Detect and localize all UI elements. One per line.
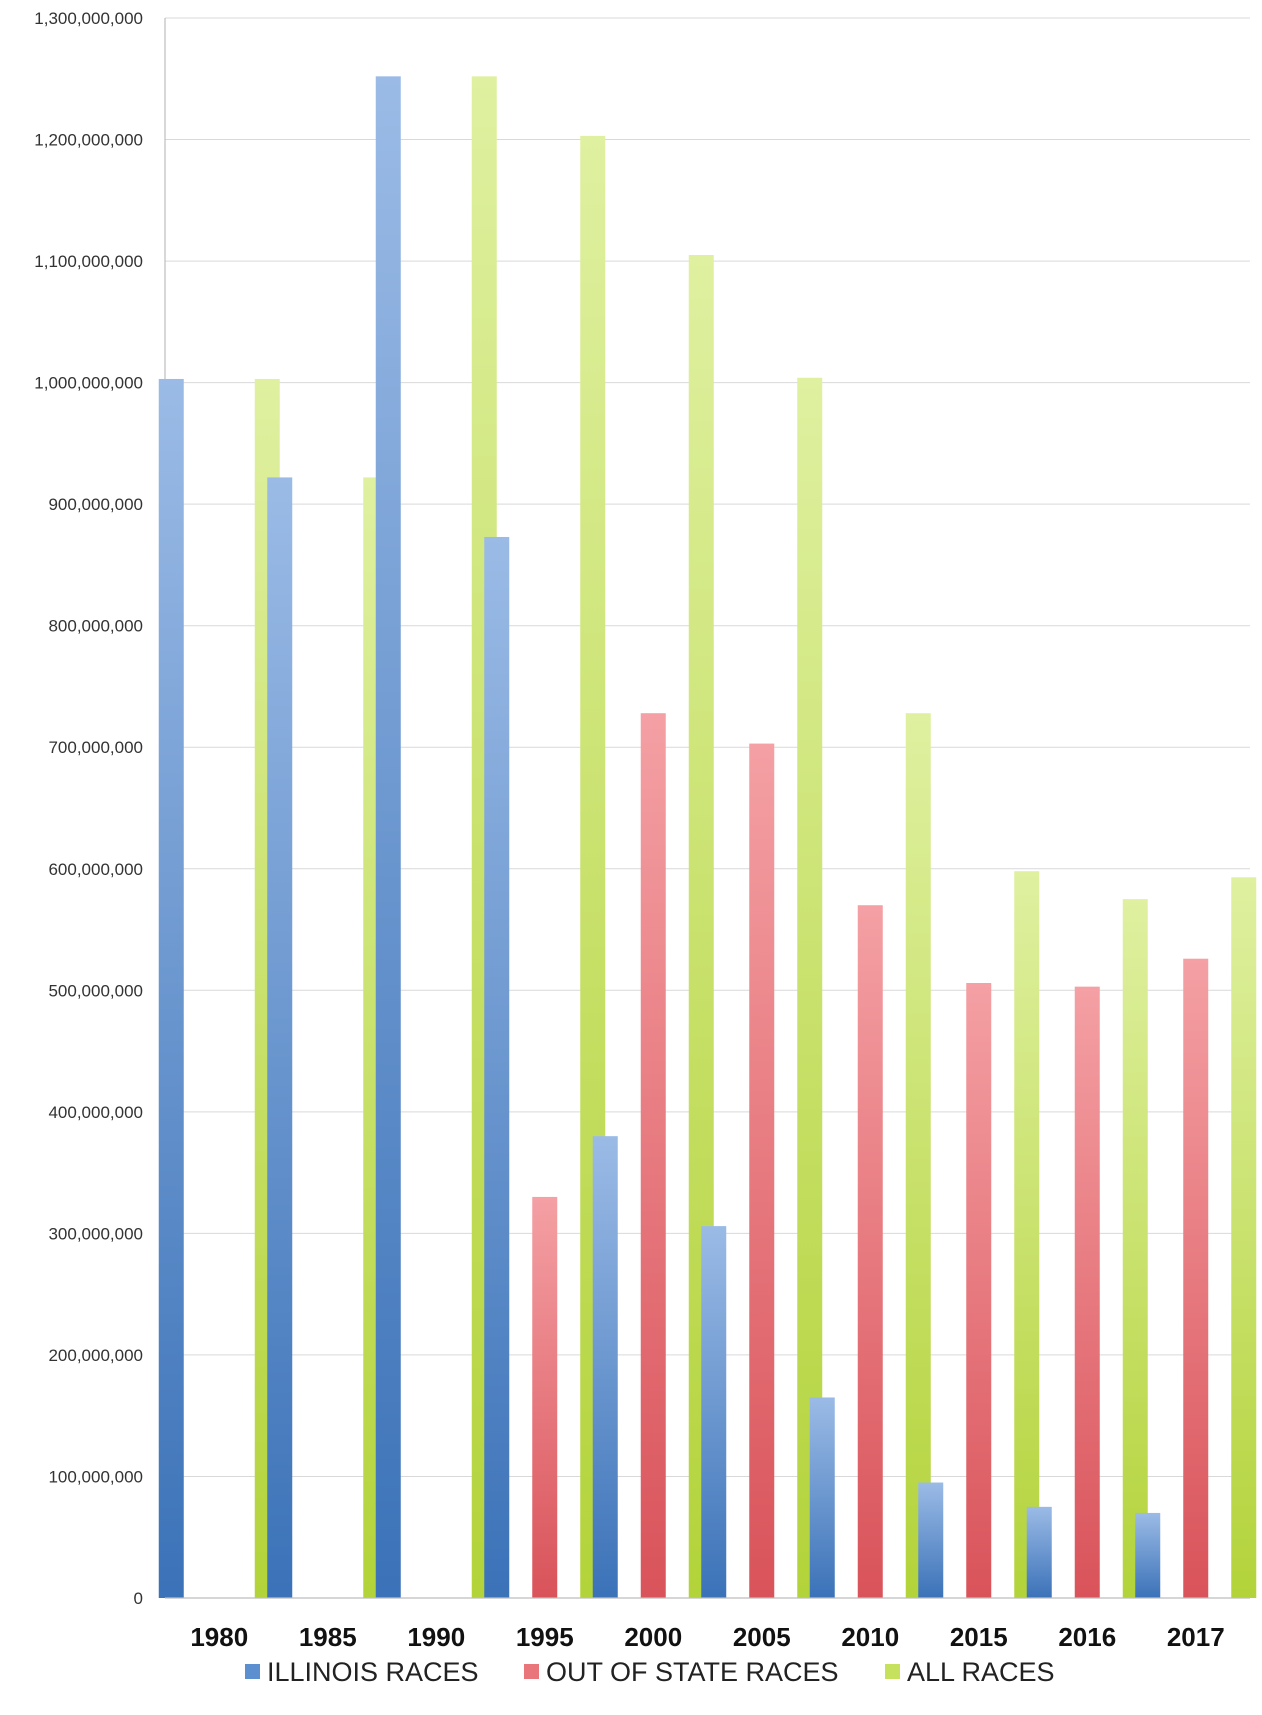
- bar-2015-series-1: [966, 983, 992, 1598]
- y-tick-label: 500,000,000: [48, 981, 143, 1000]
- legend-label-series-0: ILLINOIS RACES: [267, 1657, 479, 1687]
- bars: [158, 76, 1257, 1598]
- bar-2000-series-0: [592, 1136, 618, 1598]
- x-tick-label: 2015: [950, 1622, 1008, 1652]
- bar-2005-series-1: [749, 743, 775, 1598]
- bar-2016-series-1: [1074, 986, 1100, 1598]
- y-tick-label: 1,200,000,000: [34, 131, 143, 150]
- y-tick-label: 200,000,000: [48, 1346, 143, 1365]
- x-tick-label: 1995: [516, 1622, 574, 1652]
- legend-label-series-2: ALL RACES: [907, 1657, 1055, 1687]
- bar-1990-series-0: [375, 76, 401, 1598]
- y-tick-label: 1,100,000,000: [34, 252, 143, 271]
- bar-2010-series-2: [905, 713, 931, 1598]
- legend-swatch-series-0: [245, 1664, 260, 1679]
- y-tick-label: 700,000,000: [48, 738, 143, 757]
- x-axis: 1980 1985 1990 1995 2000 2005 2010 2015 2016 2017: [165, 1597, 1250, 1652]
- bar-2017-series-2: [1231, 877, 1257, 1598]
- y-tick-label: 100,000,000: [48, 1467, 143, 1486]
- x-tick-label: 1985: [299, 1622, 357, 1652]
- x-tick-label: 2010: [841, 1622, 899, 1652]
- bar-2016-series-2: [1122, 899, 1148, 1598]
- y-tick-label: 900,000,000: [48, 495, 143, 514]
- bar-2000-series-1: [640, 713, 666, 1598]
- legend-swatch-series-1: [524, 1664, 539, 1679]
- x-tick-label: 2017: [1167, 1622, 1225, 1652]
- bar-2017-series-0: [1135, 1512, 1161, 1598]
- y-tick-label: 800,000,000: [48, 617, 143, 636]
- x-tick-label: 1990: [407, 1622, 465, 1652]
- x-tick-label: 1980: [190, 1622, 248, 1652]
- y-tick-label: 600,000,000: [48, 860, 143, 879]
- bar-2015-series-2: [1014, 871, 1040, 1598]
- bar-2017-series-1: [1183, 958, 1209, 1598]
- y-tick-label: 1,000,000,000: [34, 374, 143, 393]
- bar-2010-series-0: [809, 1397, 835, 1598]
- x-tick-label: 2000: [624, 1622, 682, 1652]
- bar-2016-series-0: [1026, 1506, 1052, 1598]
- x-tick-label: 2005: [733, 1622, 791, 1652]
- y-axis: 0 100,000,000 200,000,000 300,000,000 400,00…: [34, 9, 166, 1608]
- legend: ILLINOIS RACES OUT OF STATE RACES ALL RACE…: [245, 1657, 1055, 1687]
- bar-2005-series-2: [797, 377, 823, 1598]
- legend-swatch-series-2: [885, 1664, 900, 1679]
- legend-label-series-1: OUT OF STATE RACES: [546, 1657, 839, 1687]
- y-tick-label: 300,000,000: [48, 1224, 143, 1243]
- bar-1995-series-1: [532, 1196, 558, 1598]
- y-tick-label: 0: [134, 1589, 143, 1608]
- bar-1980-series-0: [158, 378, 184, 1598]
- bar-2005-series-0: [701, 1226, 727, 1598]
- bar-2010-series-1: [857, 905, 883, 1598]
- bar-1995-series-0: [484, 536, 510, 1598]
- y-tick-label: 1,300,000,000: [34, 9, 143, 28]
- y-tick-label: 400,000,000: [48, 1103, 143, 1122]
- x-tick-label: 2016: [1058, 1622, 1116, 1652]
- bar-1985-series-0: [267, 477, 293, 1598]
- bar-2015-series-0: [918, 1482, 944, 1598]
